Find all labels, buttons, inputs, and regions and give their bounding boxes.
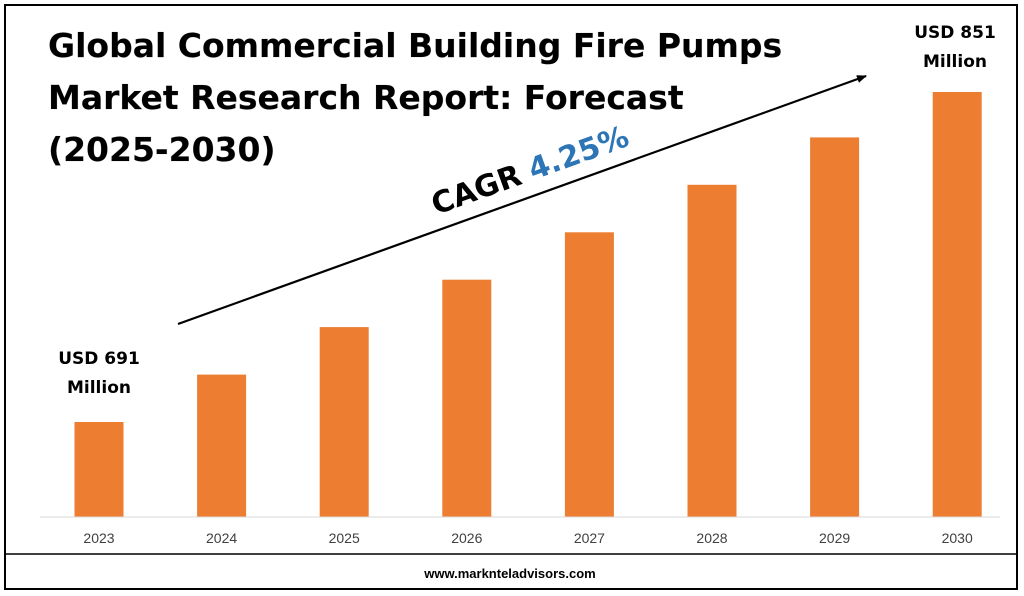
footer-website: www.marknteladvisors.com — [423, 566, 595, 581]
bar-2026 — [442, 279, 492, 517]
start-value-line-2: Million — [67, 378, 131, 398]
bar-2027 — [564, 232, 614, 518]
start-value-label: USD 691 Million — [58, 349, 140, 398]
bar-2029 — [810, 137, 860, 517]
end-value-line-2: Million — [923, 52, 987, 72]
title-line-3: (2025-2030) — [48, 130, 276, 169]
tick-label-2030: 2030 — [942, 530, 973, 546]
cagr-value: 4.25% — [524, 119, 634, 187]
bar-2025 — [319, 327, 369, 517]
bar-2024 — [197, 374, 247, 517]
tick-label-2026: 2026 — [451, 530, 482, 546]
tick-label-2024: 2024 — [206, 530, 237, 546]
tick-label-2029: 2029 — [819, 530, 850, 546]
bar-2028 — [687, 184, 737, 518]
title-line-2: Market Research Report: Forecast — [48, 78, 684, 117]
bar-series — [74, 92, 982, 518]
tick-label-2027: 2027 — [574, 530, 605, 546]
x-axis-ticks: 2023 2024 2025 2026 2027 2028 2029 2030 — [83, 530, 973, 546]
tick-label-2023: 2023 — [83, 530, 114, 546]
bar-2023 — [74, 422, 124, 517]
tick-label-2025: 2025 — [329, 530, 360, 546]
tick-label-2028: 2028 — [696, 530, 727, 546]
end-value-line-1: USD 851 — [914, 23, 996, 43]
trend-arrow — [177, 74, 867, 326]
title-line-1: Global Commercial Building Fire Pumps — [48, 26, 782, 65]
start-value-line-1: USD 691 — [58, 349, 140, 369]
chart-title: Global Commercial Building Fire Pumps Ma… — [48, 26, 783, 170]
end-value-label: USD 851 Million — [914, 23, 996, 72]
cagr-prefix: CAGR — [427, 158, 526, 222]
bar-2030 — [932, 92, 982, 517]
